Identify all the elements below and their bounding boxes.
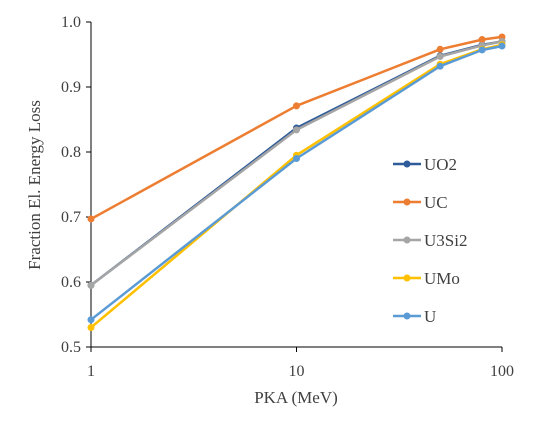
data-point-u3si2 [87, 281, 95, 289]
legend-item-u: U [393, 307, 436, 326]
axis-ticks: 0.5 0.6 0.7 0.8 0.9 1.0 1 10 100 [61, 14, 514, 380]
data-point-u [293, 155, 300, 162]
data-point-u [478, 46, 486, 54]
y-tick-label: 1.0 [61, 14, 81, 31]
x-axis-label: PKA (MeV) [254, 388, 338, 407]
data-point-u3si2 [293, 126, 300, 134]
legend-label-uc: UC [424, 193, 448, 212]
data-point-uc [436, 45, 444, 53]
series-u [87, 42, 506, 324]
x-tick-label: 100 [490, 363, 514, 380]
data-point-u [87, 316, 95, 324]
legend-marker-umo [403, 274, 411, 282]
x-tick-label: 1 [87, 363, 95, 380]
y-tick-label: 0.6 [61, 274, 81, 291]
legend-item-umo: UMo [393, 269, 460, 288]
legend-label-u3si2: U3Si2 [424, 231, 467, 250]
data-point-u [436, 62, 444, 70]
series-uc [87, 33, 506, 223]
legend-marker-u [403, 312, 411, 320]
data-point-uc [478, 36, 486, 44]
y-axis-label: Fraction El. Energy Loss [25, 100, 44, 270]
y-tick-label: 0.5 [61, 339, 81, 356]
legend: UO2 UC U3Si2 UMo U [393, 155, 467, 326]
data-point-u [498, 42, 506, 50]
legend-marker-u3si2 [403, 236, 411, 244]
x-tick-label: 10 [289, 363, 305, 380]
data-point-u3si2 [436, 52, 444, 60]
legend-label-uo2: UO2 [424, 155, 457, 174]
legend-marker-uo2 [403, 160, 411, 168]
legend-item-uc: UC [393, 193, 448, 212]
y-tick-label: 0.7 [61, 209, 81, 226]
data-point-uc [87, 215, 95, 223]
legend-marker-uc [403, 198, 411, 206]
y-tick-label: 0.8 [61, 144, 81, 161]
series-group [87, 33, 506, 331]
legend-item-u3si2: U3Si2 [393, 231, 467, 250]
legend-label-u: U [424, 307, 436, 326]
data-point-uc [293, 102, 300, 110]
legend-label-umo: UMo [424, 269, 460, 288]
data-point-umo [87, 324, 95, 331]
y-tick-label: 0.9 [61, 79, 81, 96]
legend-item-uo2: UO2 [393, 155, 457, 174]
